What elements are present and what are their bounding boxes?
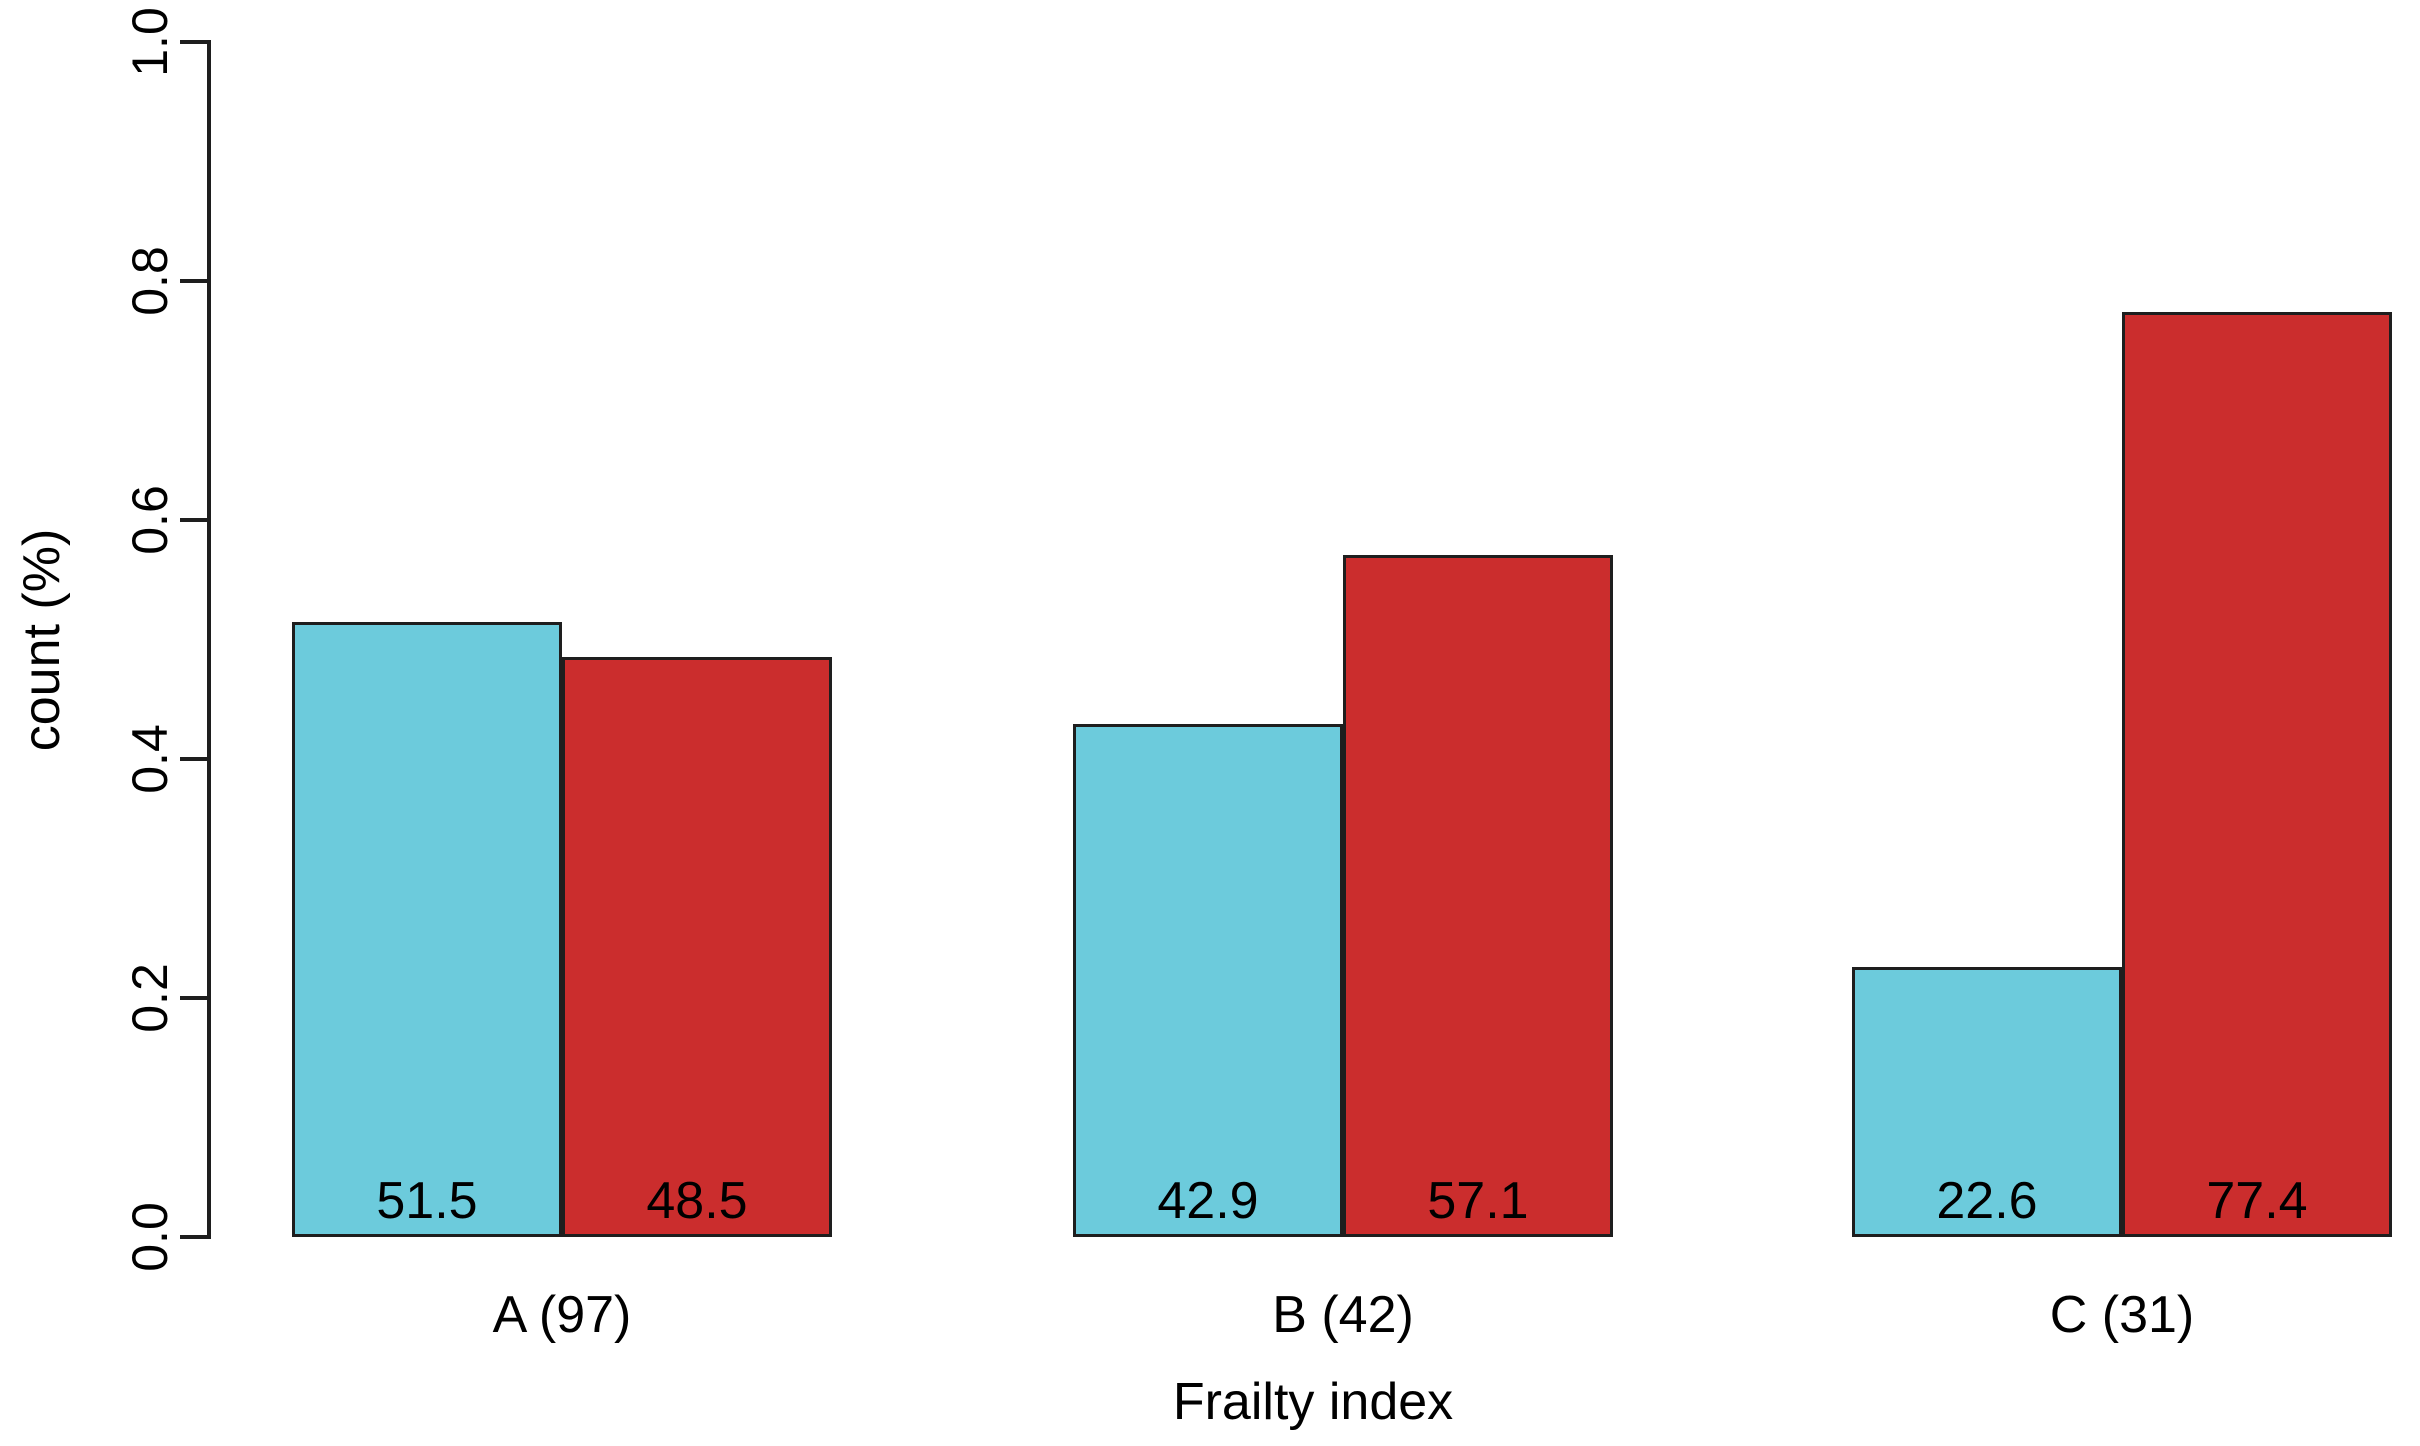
bar-a-series2	[562, 657, 832, 1237]
bar-a-series1	[292, 621, 562, 1237]
y-axis-tick	[180, 518, 207, 522]
bar-value-label: 48.5	[646, 1172, 748, 1230]
y-axis-tick-label: 1.0	[122, 7, 178, 77]
bar-value-label: 22.6	[1936, 1172, 2038, 1230]
bar-b-series2	[1343, 554, 1613, 1237]
y-axis-tick	[180, 279, 207, 283]
y-axis-tick	[180, 996, 207, 1000]
x-axis-category-label: C (31)	[2049, 1286, 2195, 1344]
bar-c-series1	[1852, 966, 2122, 1237]
x-axis-category-label: B (42)	[1272, 1286, 1414, 1344]
y-axis-tick	[180, 1235, 207, 1239]
y-axis-tick-label: 0.2	[122, 963, 178, 1033]
bar-value-label: 57.1	[1427, 1172, 1529, 1230]
y-axis-tick-label: 0.6	[122, 485, 178, 555]
y-axis-title: count (%)	[13, 528, 71, 752]
x-axis-title: Frailty index	[1172, 1373, 1454, 1431]
bar-b-series1	[1073, 724, 1343, 1237]
bar-value-label: 51.5	[376, 1172, 478, 1230]
y-axis-line	[207, 40, 211, 1239]
bar-c-series2	[2122, 312, 2392, 1237]
y-axis-tick-label: 0.8	[122, 246, 178, 316]
x-axis-category-label: A (97)	[492, 1286, 632, 1344]
y-axis-tick-label: 0.4	[122, 724, 178, 794]
y-axis-tick-label: 0.0	[122, 1202, 178, 1272]
y-axis-tick	[180, 40, 207, 44]
bar-value-label: 42.9	[1157, 1172, 1259, 1230]
y-axis-tick	[180, 757, 207, 761]
bar-value-label: 77.4	[2206, 1172, 2308, 1230]
